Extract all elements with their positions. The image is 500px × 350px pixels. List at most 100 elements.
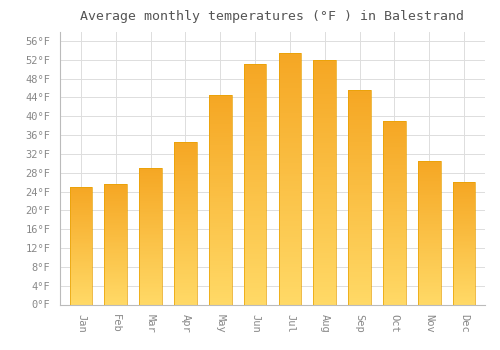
Bar bbox=[314, 219, 336, 221]
Bar bbox=[418, 244, 440, 246]
Bar bbox=[244, 122, 266, 125]
Bar bbox=[453, 258, 475, 259]
Bar bbox=[418, 194, 440, 195]
Bar bbox=[278, 247, 301, 249]
Bar bbox=[70, 198, 92, 200]
Bar bbox=[418, 220, 440, 221]
Bar bbox=[209, 265, 232, 267]
Bar bbox=[383, 216, 406, 218]
Bar bbox=[278, 174, 301, 176]
Bar bbox=[348, 116, 371, 118]
Bar bbox=[418, 164, 440, 165]
Bar bbox=[104, 258, 127, 259]
Bar bbox=[140, 231, 162, 232]
Bar bbox=[348, 217, 371, 219]
Bar bbox=[383, 202, 406, 204]
Bar bbox=[278, 257, 301, 259]
Bar bbox=[278, 302, 301, 304]
Bar bbox=[383, 121, 406, 304]
Bar bbox=[209, 95, 232, 97]
Bar bbox=[104, 229, 127, 230]
Bar bbox=[209, 262, 232, 265]
Bar bbox=[314, 160, 336, 162]
Bar bbox=[140, 253, 162, 254]
Bar bbox=[348, 300, 371, 302]
Bar bbox=[418, 181, 440, 182]
Bar bbox=[383, 266, 406, 268]
Bar bbox=[174, 212, 197, 214]
Bar bbox=[70, 301, 92, 302]
Bar bbox=[314, 231, 336, 233]
Bar bbox=[244, 280, 266, 283]
Bar bbox=[278, 279, 301, 282]
Bar bbox=[209, 147, 232, 149]
Bar bbox=[348, 296, 371, 298]
Bar bbox=[383, 295, 406, 297]
Bar bbox=[278, 199, 301, 201]
Bar bbox=[278, 211, 301, 214]
Bar bbox=[418, 256, 440, 257]
Bar bbox=[244, 194, 266, 196]
Bar bbox=[383, 160, 406, 161]
Bar bbox=[278, 106, 301, 108]
Bar bbox=[209, 114, 232, 116]
Bar bbox=[174, 176, 197, 178]
Bar bbox=[314, 216, 336, 219]
Bar bbox=[209, 279, 232, 281]
Bar bbox=[314, 126, 336, 128]
Bar bbox=[104, 261, 127, 262]
Bar bbox=[70, 193, 92, 194]
Bar bbox=[453, 279, 475, 280]
Bar bbox=[418, 161, 440, 304]
Bar bbox=[209, 298, 232, 300]
Bar bbox=[174, 271, 197, 272]
Bar bbox=[244, 187, 266, 189]
Bar bbox=[140, 274, 162, 276]
Bar bbox=[174, 162, 197, 163]
Bar bbox=[209, 300, 232, 302]
Bar bbox=[348, 161, 371, 163]
Bar bbox=[140, 182, 162, 183]
Bar bbox=[174, 259, 197, 261]
Bar bbox=[278, 287, 301, 289]
Bar bbox=[174, 172, 197, 173]
Bar bbox=[209, 105, 232, 107]
Bar bbox=[314, 148, 336, 150]
Bar bbox=[314, 67, 336, 70]
Bar bbox=[70, 203, 92, 204]
Bar bbox=[140, 205, 162, 206]
Bar bbox=[174, 147, 197, 149]
Bar bbox=[453, 192, 475, 193]
Bar bbox=[244, 96, 266, 98]
Bar bbox=[244, 74, 266, 76]
Bar bbox=[70, 258, 92, 259]
Bar bbox=[453, 237, 475, 238]
Bar bbox=[348, 268, 371, 270]
Bar bbox=[278, 252, 301, 254]
Bar bbox=[209, 246, 232, 248]
Bar bbox=[244, 127, 266, 129]
Bar bbox=[140, 242, 162, 243]
Bar bbox=[278, 216, 301, 219]
Bar bbox=[174, 251, 197, 253]
Bar bbox=[383, 250, 406, 251]
Bar bbox=[278, 148, 301, 151]
Bar bbox=[348, 204, 371, 206]
Bar bbox=[418, 186, 440, 187]
Bar bbox=[314, 170, 336, 172]
Bar bbox=[174, 222, 197, 223]
Bar bbox=[348, 223, 371, 225]
Bar bbox=[348, 230, 371, 232]
Bar bbox=[314, 84, 336, 87]
Bar bbox=[314, 199, 336, 202]
Bar bbox=[453, 303, 475, 304]
Bar bbox=[278, 75, 301, 78]
Bar bbox=[453, 280, 475, 281]
Bar bbox=[244, 216, 266, 218]
Bar bbox=[70, 221, 92, 222]
Bar bbox=[70, 191, 92, 193]
Bar bbox=[314, 295, 336, 297]
Bar bbox=[209, 248, 232, 250]
Bar bbox=[453, 268, 475, 269]
Bar bbox=[278, 171, 301, 174]
